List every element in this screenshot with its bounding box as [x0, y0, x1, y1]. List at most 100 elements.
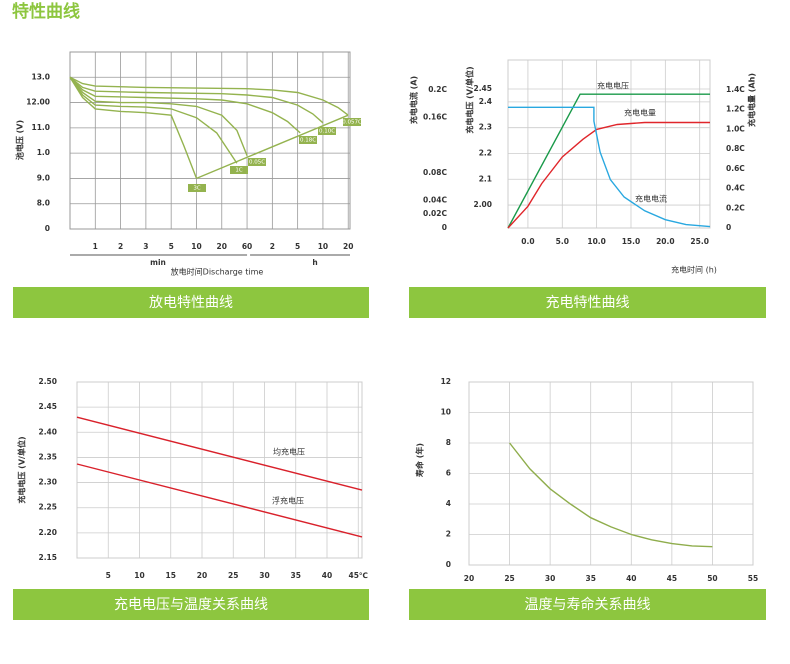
- x-tick-label: 5.0: [556, 237, 569, 246]
- y-tick-label: 2.25: [38, 503, 57, 512]
- x-tick-label: 2: [270, 242, 275, 251]
- y-tick-label: 2.00: [473, 200, 492, 209]
- series-line: [196, 114, 349, 180]
- x-tick-label: 10.0: [587, 237, 606, 246]
- x-tick-label: 15.0: [622, 237, 641, 246]
- y-tick-label: 0.04C: [423, 195, 448, 204]
- y-tick-label: 0.02C: [423, 209, 448, 218]
- y-tick-label: 2.20: [38, 528, 57, 537]
- x-tick-label: 45: [667, 574, 677, 583]
- caption: 充电电压与温度关系曲线: [114, 597, 268, 613]
- y-tick-label: 9.0: [37, 173, 50, 182]
- y-tick-label: 4: [446, 499, 451, 508]
- series-line: [69, 76, 198, 179]
- y-tick-label: 0: [726, 223, 731, 232]
- series-line: [509, 442, 713, 548]
- y-axis-label: 充电电压 (V/单位): [465, 66, 475, 133]
- y-tick-label: 1.0: [37, 148, 50, 157]
- series-line: [69, 76, 324, 124]
- y-tick-label: 11.0: [31, 123, 50, 132]
- series-line: [507, 121, 710, 229]
- label-box: [318, 127, 336, 135]
- x-tick-label: 25: [504, 574, 514, 583]
- series-label: 充电电量: [624, 108, 656, 118]
- series-label: 0.057C: [342, 120, 362, 126]
- y-tick-label: 0.4C: [726, 184, 745, 193]
- label-box: [188, 184, 206, 192]
- caption: 充电特性曲线: [546, 295, 630, 311]
- plot-frame: [76, 381, 363, 559]
- y-tick-label: 0.16C: [423, 113, 448, 122]
- y-tick-label: 2.3: [479, 123, 492, 132]
- label-box: [230, 166, 248, 174]
- x-tick-label: 20: [197, 571, 207, 580]
- x-axis-label: 放电时间Discharge time: [171, 267, 264, 277]
- x-tick-label: 3: [143, 242, 148, 251]
- y-tick-label: 10: [441, 408, 451, 417]
- series-label: 0.05C: [249, 160, 265, 166]
- x-tick-label: 5: [106, 571, 111, 580]
- label-box: [343, 118, 361, 126]
- caption-bar: [409, 589, 766, 620]
- series-label: 均充电压: [273, 447, 305, 457]
- series-line: [69, 76, 238, 164]
- y-tick-label: 8: [446, 438, 451, 447]
- x-tick-label: 10: [318, 242, 328, 251]
- x-tick-label: 35: [291, 571, 301, 580]
- series-line: [507, 93, 710, 229]
- x-tick-label: 0.0: [521, 237, 534, 246]
- x-tick-label: 50: [707, 574, 717, 583]
- label-box: [299, 136, 317, 144]
- y-axis-label: 充电电流 (A): [409, 76, 419, 124]
- x-tick-label: 55: [748, 574, 758, 583]
- plot-frame: [507, 59, 711, 229]
- y-tick-label: 0.2C: [428, 85, 447, 94]
- series-line: [69, 76, 248, 156]
- x-tick-label: 15: [166, 571, 176, 580]
- y-tick-label: 0: [45, 224, 50, 233]
- x-axis-label: 充电时间 (h): [671, 265, 717, 275]
- x-tick-label: 60: [242, 242, 252, 251]
- x-tick-label: 25.0: [690, 237, 709, 246]
- y-tick-label: 2: [446, 530, 451, 539]
- y-tick-label: 2.30: [38, 478, 57, 487]
- x-tick-label: 1: [93, 242, 98, 251]
- x-tick-label: 20.0: [656, 237, 675, 246]
- x-tick-label: 30: [259, 571, 269, 580]
- y-tick-label: 8.0: [37, 199, 50, 208]
- series-line: [69, 76, 349, 116]
- y-tick-label: 2.50: [38, 377, 57, 386]
- series-label: 0.18C: [300, 138, 316, 144]
- x-tick-label: 10: [134, 571, 144, 580]
- y-tick-label: 0: [446, 560, 451, 569]
- x-tick-label: 20: [217, 242, 227, 251]
- series-label: 3C: [193, 186, 200, 192]
- x-tick-label: 2: [118, 242, 123, 251]
- caption-bar: [409, 287, 766, 318]
- series-line: [69, 76, 301, 134]
- x-tick-label: 10: [191, 242, 201, 251]
- y-tick-label: 2.40: [38, 427, 57, 436]
- x-tick-label: 45℃: [348, 571, 368, 580]
- x-tick-label: 30: [545, 574, 555, 583]
- series-line: [76, 416, 363, 491]
- y-tick-label: 0.08C: [423, 168, 448, 177]
- caption-bar: [13, 589, 369, 620]
- y-tick-label: 12: [441, 377, 451, 386]
- y-tick-label: 2.1: [479, 174, 492, 183]
- x-tick-label: 5: [295, 242, 300, 251]
- y-tick-label: 2.2: [479, 148, 492, 157]
- y-tick-label: 0: [442, 223, 447, 232]
- y-tick-label: 1.0C: [726, 124, 745, 133]
- y-tick-label: 6: [446, 469, 451, 478]
- caption-bar: [13, 287, 369, 318]
- y-tick-label: 0.6C: [726, 164, 745, 173]
- x-unit: h: [312, 258, 317, 267]
- y-tick-label: 0.2C: [726, 203, 745, 212]
- x-tick-label: 5: [169, 242, 174, 251]
- x-tick-label: 40: [626, 574, 636, 583]
- y-axis-label: 充电电压 (V/单位): [17, 436, 27, 503]
- x-tick-label: 20: [464, 574, 474, 583]
- y-axis-label: 充电电量 (Ah): [747, 73, 757, 127]
